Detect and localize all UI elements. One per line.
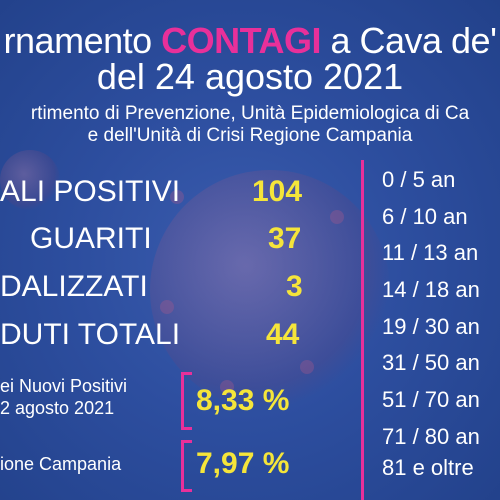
- pct-label-campania: ione Campania: [0, 454, 122, 474]
- virus-illustration-small: [0, 150, 60, 210]
- title-line-1: rnamento CONTAGI a Cava de': [3, 20, 497, 61]
- virus-spike: [300, 360, 314, 374]
- subtitle-line-2: e dell'Unità di Crisi Regione Campania: [87, 125, 413, 146]
- pct-value-nuovi-positivi: 8,33 %: [196, 384, 290, 417]
- title-accent: CONTAGI: [161, 20, 321, 61]
- age-range: 0 / 5 an: [382, 167, 456, 192]
- stat-label-deceduti: DUTI TOTALI: [0, 318, 181, 351]
- virus-spike: [160, 300, 174, 314]
- stat-label-ospedalizzati: DALIZZATI: [0, 270, 148, 303]
- age-range: 19 / 30 an: [382, 314, 480, 339]
- stat-value-guariti: 37: [268, 222, 302, 255]
- pct-value-campania: 7,97 %: [196, 447, 290, 480]
- pct-label-nuovi-positivi-2: 2 agosto 2021: [0, 398, 115, 418]
- divider-line: [361, 160, 364, 500]
- virus-spike: [330, 210, 344, 224]
- stat-label-guariti: GUARITI: [30, 222, 152, 255]
- virus-illustration: [150, 170, 390, 410]
- virus-spike: [220, 380, 234, 394]
- age-range: 81 e oltre: [382, 455, 474, 480]
- age-range: 31 / 50 an: [382, 350, 480, 375]
- stat-value-ospedalizzati: 3: [286, 270, 303, 303]
- pct-label-nuovi-positivi-1: ei Nuovi Positivi: [0, 376, 128, 396]
- age-range: 6 / 10 an: [382, 204, 468, 229]
- virus-spike: [170, 190, 184, 204]
- age-range: 51 / 70 an: [382, 387, 480, 412]
- title-date: del 24 agosto 2021: [96, 56, 404, 97]
- age-range: 11 / 13 an: [382, 240, 479, 265]
- stat-value-deceduti: 44: [266, 318, 300, 351]
- age-range: 14 / 18 an: [382, 277, 480, 302]
- subtitle-line-1: rtimento di Prevenzione, Unità Epidemiol…: [30, 103, 470, 124]
- stat-value-positivi: 104: [252, 175, 303, 208]
- bracket-decoration: [181, 440, 192, 492]
- age-range: 71 / 80 an: [382, 424, 480, 449]
- stat-label-positivi: ALI POSITIVI: [0, 175, 181, 208]
- bracket-decoration: [181, 372, 192, 430]
